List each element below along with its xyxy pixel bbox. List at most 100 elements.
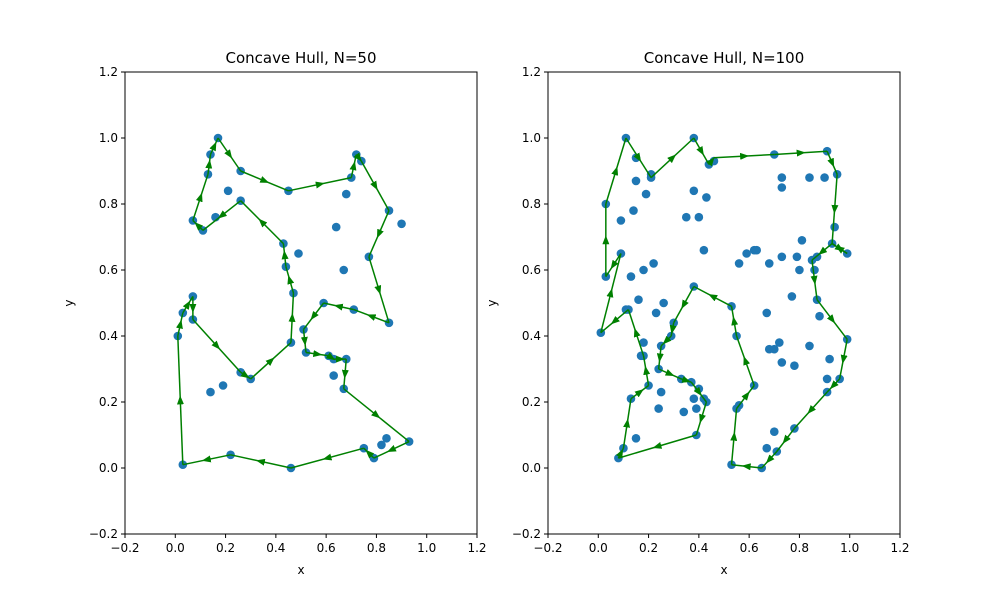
data-point [815,311,824,321]
hull-arrow [365,449,375,459]
data-point [397,219,406,229]
hull-arrow [371,409,381,419]
hull-arrow [826,314,836,324]
data-point [742,249,751,258]
x-tick-label: 1.0 [840,541,859,555]
y-tick-label: −0.2 [512,527,541,541]
hull-arrow [693,386,702,397]
x-axis: −0.2 0.0 0.2 0.4 0.6 0.8 1.0 1.2 [110,534,487,555]
hull-segment [735,404,740,410]
hull-arrow [662,335,672,345]
data-point [641,189,651,199]
x-axis-label: x [720,563,727,577]
y-tick-label: 0.0 [99,461,118,475]
x-axis-label: x [297,563,304,577]
data-point [694,212,704,222]
y-tick-label: 1.2 [99,65,118,79]
data-point [822,374,832,384]
hull-arrow [782,434,791,444]
hull-arrow [217,210,228,219]
data-point [692,404,701,413]
y-tick-label: 0.4 [522,329,541,343]
data-point [795,265,804,275]
data-point [762,443,772,453]
data-point [616,216,626,225]
hull-arrow [325,352,336,361]
data-point [626,272,636,281]
y-axis-label: y [485,299,499,306]
hull-arrow [667,154,677,164]
x-axis: −0.2 0.0 0.2 0.4 0.6 0.8 1.0 1.2 [533,534,910,555]
hull-arrow [224,149,233,159]
x-tick-label: 0.0 [589,541,608,555]
data-point [777,358,787,367]
data-point [629,206,638,215]
y-tick-label: 1.0 [99,131,118,145]
data-point [639,265,648,275]
data-point [734,259,744,268]
data-point [752,245,761,255]
x-tick-label: 0.6 [740,541,759,555]
data-point [702,193,711,202]
data-point [769,344,779,354]
data-point [777,183,787,192]
data-point [777,252,787,262]
data-point [631,176,641,186]
y-tick-label: 1.2 [522,65,541,79]
data-point [651,308,661,318]
y-tick-label: 1.0 [522,131,541,145]
data-point [634,295,643,305]
data-point [681,212,691,222]
data-point [294,249,303,258]
hull-arrow [807,404,817,414]
data-point [218,381,228,390]
x-tick-label: 0.2 [639,541,658,555]
data-point [805,173,814,182]
data-point [787,292,797,301]
y-tick-label: 0.2 [99,395,118,409]
x-tick-label: 0.8 [367,541,386,555]
x-tick-label: 0.4 [689,541,708,555]
data-point [377,440,386,450]
chart-n100: Concave Hull, N=100 −0.2 0.0 0.2 0.4 0.6 0.8 1… [485,49,910,577]
data-point [775,338,784,347]
data-point [792,252,802,262]
hull-arrow [353,152,362,162]
data-point [689,394,699,404]
data-point [777,173,787,182]
y-tick-label: −0.2 [89,527,118,541]
plot-area [173,133,414,473]
data-point [820,173,829,182]
data-point [206,387,215,397]
data-point [659,298,668,308]
plot-area [596,133,852,473]
y-tick-label: 0.0 [522,461,541,475]
chart-title: Concave Hull, N=100 [644,49,805,67]
data-point [654,404,663,413]
x-tick-label: −0.2 [533,541,562,555]
x-tick-label: 1.2 [890,541,909,555]
data-point [339,265,349,275]
hull-arrow [633,152,642,163]
data-point [805,341,814,351]
x-tick-label: 0.8 [790,541,809,555]
y-tick-label: 0.8 [522,197,541,211]
x-tick-label: 0.2 [216,541,235,555]
chart-title: Concave Hull, N=50 [225,49,376,67]
y-axis: −0.2 0.0 0.2 0.4 0.6 0.8 1.0 1.2 [512,65,548,541]
data-point [679,407,689,417]
data-point [649,259,658,268]
hull-arrow [818,246,828,256]
y-axis-label: y [62,299,76,306]
data-point [797,236,807,245]
data-point [614,453,623,463]
hull-arrow [829,380,839,390]
hull-arrow [835,245,845,254]
data-point [699,245,709,255]
hull-arrow [182,300,191,310]
data-point [341,189,351,199]
data-point [382,434,391,443]
data-point [762,308,772,318]
axes-frame [124,71,478,535]
